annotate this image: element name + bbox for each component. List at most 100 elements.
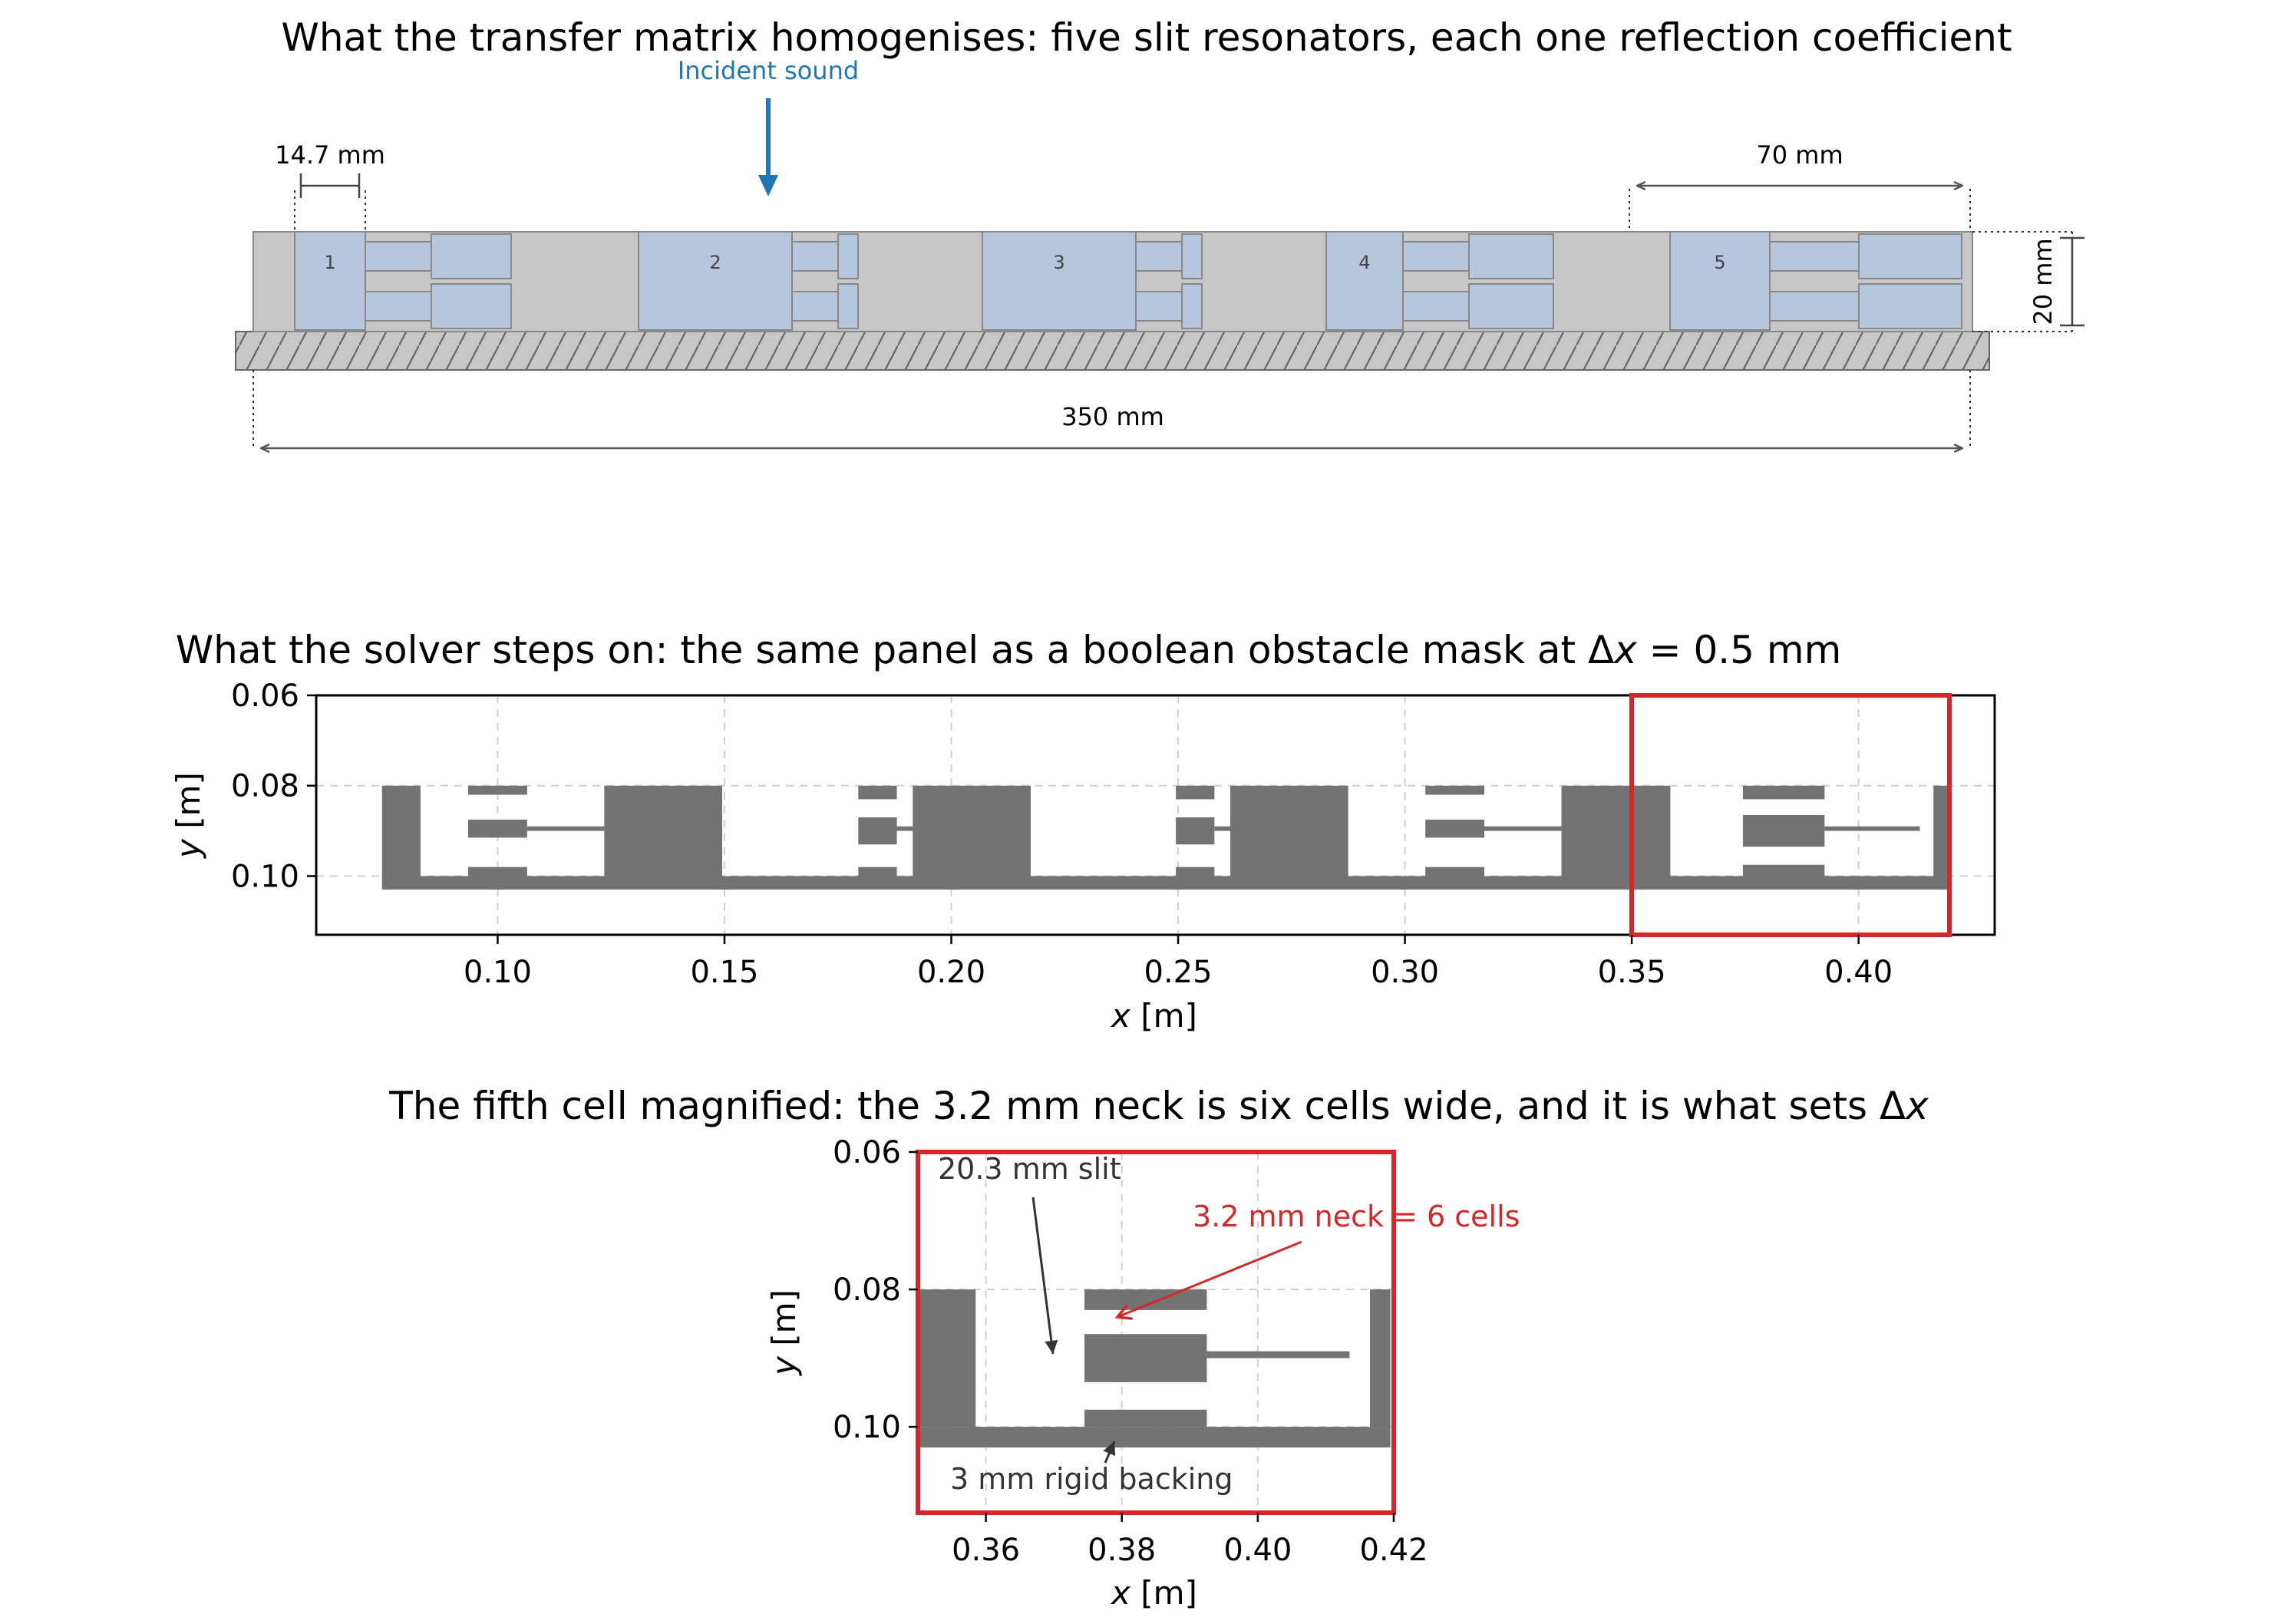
chamber-upper-2 [837,233,859,279]
solid-2-2 [858,866,897,876]
rigid-backing-mask [381,876,1947,890]
tick-label-x-1: 0.15 [690,955,758,990]
zoom-x-axis-label: x [m] [1110,1574,1197,1612]
dim-height-label: 20 mm [2028,238,2058,325]
chamber-lower-3 [1181,283,1203,329]
dim-length-label: 350 mm [1061,402,1164,431]
incident-label: Incident sound [678,56,859,85]
slit-annotation: 20.3 mm slit [938,1152,1121,1186]
neck-upper-4 [1402,241,1470,272]
solid-5-3 [1824,826,1920,831]
neck-upper-2 [791,241,839,272]
neck-upper-1 [365,241,432,272]
neck-lower-2 [791,291,839,322]
zoom-panel: The fifth cell magnified: the 3.2 mm nec… [388,1084,1929,1612]
zoom-tick-label-x-0: 0.36 [952,1533,1020,1568]
resonator-cells: 1 2 3 4 5 [294,231,1962,331]
solid-1-1 [468,785,527,795]
mask-y-axis-label: y [m] [170,772,207,860]
chamber-upper-4 [1468,233,1554,279]
cell-number-4: 4 [1358,252,1370,273]
tick-label-x-3: 0.25 [1144,955,1213,990]
neck-upper-5 [1769,241,1860,272]
tick-label-x-0: 0.10 [464,955,532,990]
zoom-highlight-box [1629,693,1952,937]
cell-number-2: 2 [709,252,721,273]
mask-ticks: 0.10 0.15 0.20 0.25 0.30 0.35 0.40 0.06 0.08 0.10 [231,678,1893,990]
tick-label-y-0: 0.06 [231,678,299,714]
solid-2-4 [1370,1289,1391,1428]
chamber-upper-5 [1858,233,1962,279]
schematic-panel: What the transfer matrix homogenises: fi… [235,15,2084,448]
tick-label-x-2: 0.20 [917,955,985,990]
solid-3-1 [1176,817,1215,845]
solid-4-1 [1425,819,1485,838]
solid-1-0 [918,1289,976,1428]
neck-arrow [1117,1240,1302,1317]
solid-2-1 [858,817,897,845]
neck-lower-5 [1769,291,1860,322]
solid-4-0 [1425,785,1485,795]
solid-2-1 [1084,1334,1207,1382]
backing-hatch [236,332,1989,370]
mask-x-axis-label: x [m] [1110,997,1197,1035]
cavity-4 [1325,231,1404,331]
solid-1-5 [604,785,723,876]
zoom-title: The fifth cell magnified: the 3.2 mm nec… [388,1084,1929,1128]
cavity-5 [1669,231,1771,331]
tick-label-x-6: 0.40 [1824,955,1893,990]
dim-height [1972,231,2084,332]
zoom-tick-label-x-2: 0.40 [1223,1533,1292,1568]
dim-period [1629,186,1971,232]
solid-1-4 [526,826,605,831]
solid-3-3 [1214,826,1233,831]
solid-2-3 [896,826,916,831]
solid-1-3 [468,866,527,876]
incident-arrow [758,98,778,196]
solid-3-2 [1176,866,1215,876]
solid-4-4 [1561,785,1671,876]
neck-annotation: 3.2 mm neck = 6 cells [1193,1200,1520,1233]
chamber-upper-1 [431,233,512,279]
rigid-backing-mask [918,1427,1391,1447]
solid-2-0 [858,785,897,800]
mask-axes-frame [315,694,1996,936]
cell-number-1: 1 [324,252,335,273]
solid-3-0 [1176,785,1215,800]
neck-upper-3 [1135,241,1183,272]
solid-5-0 [1742,785,1825,800]
neck-lower-4 [1402,291,1470,322]
schematic-title: What the transfer matrix homogenises: fi… [281,15,2012,60]
zoom-tick-label-x-1: 0.38 [1088,1533,1156,1568]
solid-2-3 [1206,1351,1350,1358]
chamber-upper-3 [1181,233,1203,279]
chamber-lower-2 [837,283,859,329]
cell-number-3: 3 [1053,252,1064,273]
zoom-tick-label-y-2: 0.10 [833,1410,901,1445]
neck-lower-3 [1135,291,1183,322]
chamber-lower-1 [431,283,512,329]
solid-3-4 [1230,785,1348,876]
tick-label-x-4: 0.30 [1371,955,1439,990]
zoom-axes-frame [916,1150,1396,1515]
zoom-ticks: 0.36 0.38 0.40 0.42 0.06 0.08 0.10 [833,1135,1428,1568]
solid-5-1 [1742,815,1825,847]
dim-length [253,370,1971,448]
tick-label-y-2: 0.10 [231,859,299,894]
dim-slit-label: 14.7 mm [275,140,385,170]
solid-2-2 [1084,1409,1207,1428]
slit-arrow [1031,1197,1058,1355]
cavity-2 [638,231,793,331]
solid-2-4 [913,785,1031,876]
dim-slit-width [294,173,366,232]
solid-4-2 [1425,866,1485,876]
zoom-tick-label-y-1: 0.08 [833,1272,901,1308]
neck-lower-1 [365,291,432,322]
cavity-1 [294,231,366,331]
chamber-lower-4 [1468,283,1554,329]
mask-title: What the solver steps on: the same panel… [176,628,1842,672]
cavity-3 [982,231,1137,331]
zoom-tick-label-y-0: 0.06 [833,1135,901,1170]
zoom-tick-label-x-3: 0.42 [1359,1533,1428,1568]
